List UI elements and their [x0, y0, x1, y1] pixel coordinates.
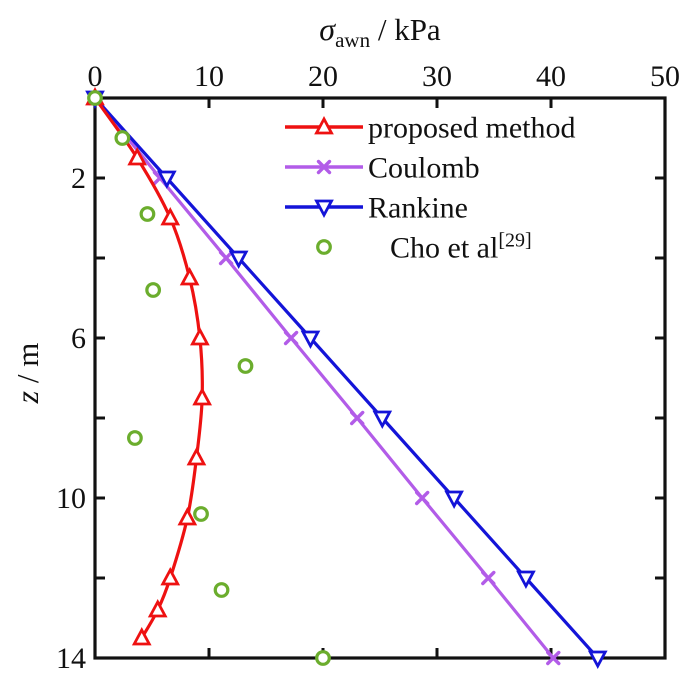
triangle-up-marker	[179, 267, 200, 286]
x-axis-title: σawn / kPa	[319, 11, 441, 52]
y-tick-label: 10	[56, 482, 86, 515]
triangle-up-marker	[314, 116, 334, 135]
axis-box	[93, 96, 667, 660]
legend-label-cho-et-al: Cho et al[29]	[390, 230, 532, 265]
legend-label-text: Coulomb	[368, 152, 480, 185]
triangle-down-marker	[300, 330, 321, 349]
triangle-up-marker	[131, 627, 152, 646]
legend-entry-cho-et-al: Cho et al[29]	[316, 230, 532, 265]
legend-entry-rankine: Rankine	[285, 192, 468, 225]
series-line-coulomb	[93, 96, 555, 660]
series-cho-et-al	[87, 90, 331, 666]
y-tick-label: 2	[71, 162, 86, 195]
circle-marker	[145, 282, 162, 298]
x-marker	[481, 570, 496, 586]
x-tick-label: 20	[308, 60, 338, 93]
legend-entry-proposed-method: proposed method	[285, 112, 575, 145]
x-marker	[283, 330, 299, 346]
triangle-down-marker	[156, 170, 177, 189]
x-marker	[350, 410, 365, 426]
circle-marker	[126, 430, 143, 446]
circle-marker	[193, 506, 209, 522]
x-marker	[316, 159, 332, 175]
series-line-rankine	[93, 96, 599, 660]
triangle-up-marker	[192, 387, 212, 406]
legend-label-text: proposed method	[368, 112, 575, 145]
y-axis-title-unit: / m	[10, 343, 45, 391]
legend-label-superscript: [29]	[498, 230, 531, 252]
circle-marker	[87, 90, 103, 106]
x-marker	[546, 650, 561, 666]
x-tick-label: 30	[422, 60, 452, 93]
x-tick-label: 0	[88, 60, 103, 93]
triangle-up-marker	[147, 599, 168, 618]
y-tick-label: 6	[71, 322, 86, 355]
y-tick-label: 14	[56, 642, 86, 675]
x-axis-title-symbol: σ	[319, 11, 336, 47]
legend: proposed method Coulomb Rankine Cho et al[2…	[285, 112, 575, 265]
legend-label-coulomb: Coulomb	[368, 152, 480, 185]
x-axis-title-subscript: awn	[335, 28, 370, 52]
triangle-up-marker	[186, 447, 207, 466]
y-axis-title: z / m	[9, 343, 45, 405]
x-tick-label: 10	[194, 60, 224, 93]
triangle-up-marker	[160, 207, 181, 226]
x-marker	[218, 250, 234, 266]
circle-marker	[316, 239, 332, 255]
triangle-up-marker	[177, 507, 198, 526]
legend-label-text: Rankine	[368, 192, 468, 225]
triangle-down-marker	[314, 199, 334, 218]
triangle-down-marker	[372, 410, 393, 429]
circle-marker	[213, 582, 230, 598]
x-marker	[414, 490, 430, 506]
x-tick-label: 50	[650, 60, 680, 93]
x-tick-label: 40	[536, 60, 566, 93]
triangle-down-marker	[228, 250, 249, 269]
triangle-up-marker	[127, 147, 148, 166]
triangle-up-marker	[190, 327, 210, 346]
legend-label-proposed-method: proposed method	[368, 112, 575, 145]
circle-marker	[315, 650, 331, 666]
triangle-up-marker	[160, 567, 181, 586]
triangle-down-marker	[444, 490, 464, 509]
circle-marker	[237, 358, 254, 374]
triangle-down-marker	[516, 570, 536, 589]
x-axis-title-unit: / kPa	[370, 12, 441, 47]
data-series	[85, 87, 608, 669]
legend-label-text: Cho et al	[390, 232, 498, 265]
triangle-down-marker	[587, 650, 608, 669]
legend-label-rankine: Rankine	[368, 192, 468, 225]
circle-marker	[114, 130, 131, 146]
y-axis-title-symbol: z	[9, 390, 45, 404]
circle-marker	[139, 206, 156, 222]
legend-entry-coulomb: Coulomb	[285, 152, 480, 185]
